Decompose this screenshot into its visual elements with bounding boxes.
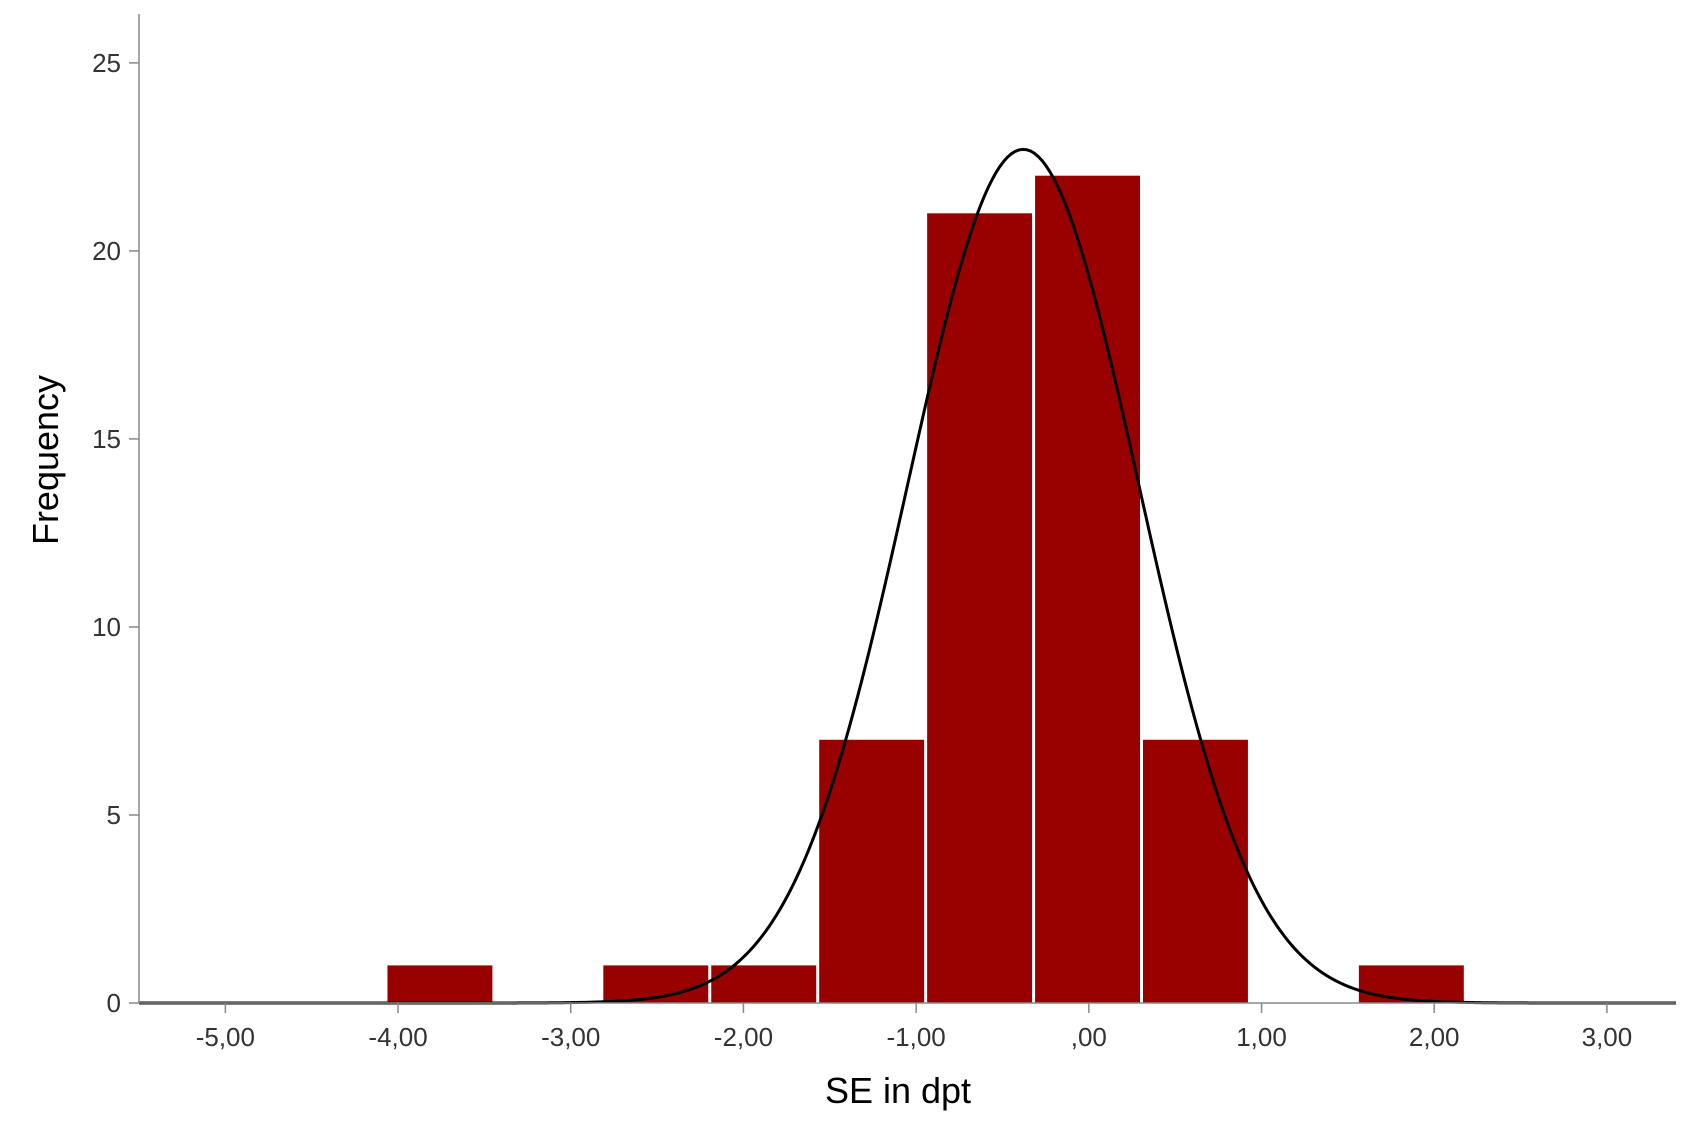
histogram-bar [387,965,493,1003]
x-tick-label: -2,00 [714,1022,773,1052]
y-axis-ticks: 0 5 10 15 20 25 [92,48,139,1018]
x-tick-label: 2,00 [1409,1022,1460,1052]
histogram-bar [819,739,925,1003]
y-tick-label: 0 [107,988,121,1018]
x-tick-label: -3,00 [541,1022,600,1052]
y-tick-label: 15 [92,424,121,454]
histogram-bar [927,213,1033,1003]
histogram-bars [387,175,1464,1004]
histogram-bar [711,965,817,1003]
y-tick-label: 20 [92,236,121,266]
histogram-bar [1035,175,1141,1004]
x-tick-label: -4,00 [368,1022,427,1052]
x-axis-title: SE in dpt [825,1070,971,1111]
y-tick-label: 5 [107,800,121,830]
y-axis-title: Frequency [25,375,66,545]
x-tick-label: -5,00 [196,1022,255,1052]
x-axis-ticks: -5,00 -4,00 -3,00 -2,00 -1,00 ,00 1,00 2,00 3,00 [196,1003,1633,1052]
x-tick-label: -1,00 [887,1022,946,1052]
y-tick-label: 10 [92,612,121,642]
y-tick-label: 25 [92,48,121,78]
x-tick-label: 1,00 [1236,1022,1287,1052]
histogram-bar [1143,739,1248,1003]
x-tick-label: 3,00 [1582,1022,1633,1052]
histogram-bar [1358,965,1464,1003]
x-tick-label: ,00 [1071,1022,1107,1052]
